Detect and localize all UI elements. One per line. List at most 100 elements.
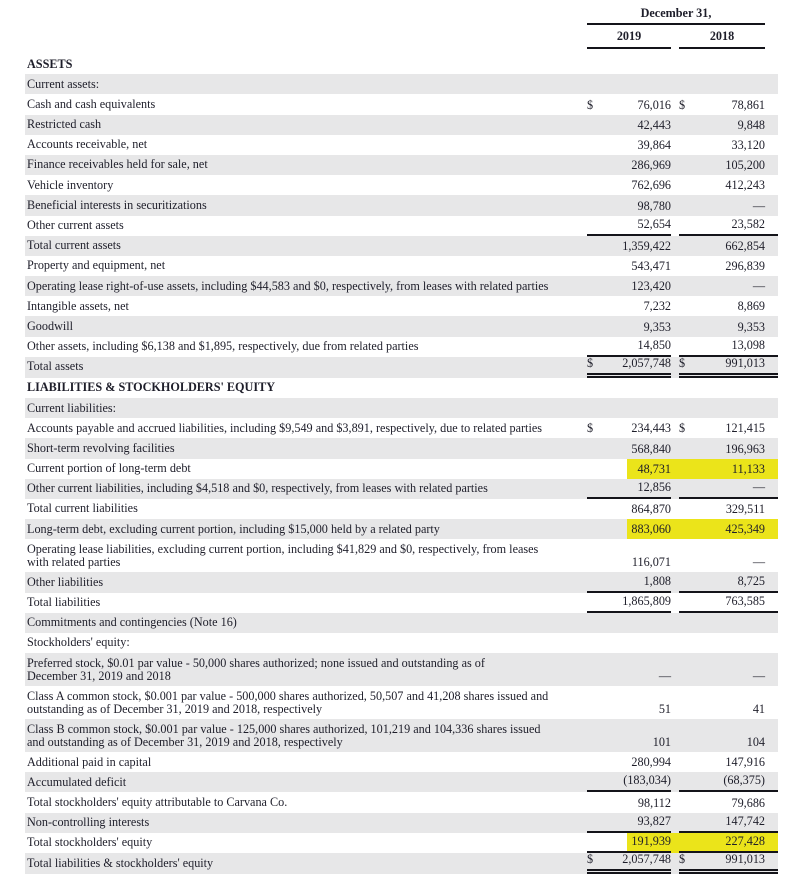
column-gap <box>671 499 679 519</box>
value-2019: 101 <box>652 735 671 750</box>
row-end-pad <box>765 378 778 398</box>
dollar-sign-2018 <box>679 752 693 772</box>
dollar-sign-2019 <box>587 519 601 539</box>
value-2018: — <box>693 479 765 499</box>
row-label: Accounts payable and accrued liabilities… <box>27 420 542 435</box>
column-gap <box>671 74 679 94</box>
dollar-sign-2019: $ <box>587 356 601 378</box>
row-end-pad <box>765 572 778 593</box>
value-2019: 39,864 <box>637 137 671 152</box>
dollar-sign-2019 <box>587 276 601 296</box>
row-end-pad <box>765 519 778 540</box>
value-2018: 9,848 <box>737 117 765 132</box>
dollar-sign-2019 <box>587 316 601 336</box>
column-gap <box>671 653 679 686</box>
value-2018: 41 <box>752 702 765 717</box>
dollar-sign-2018 <box>679 792 693 812</box>
dollar-sign-2019 <box>587 256 601 276</box>
dollar-sign-2019 <box>587 155 601 175</box>
column-gap <box>671 438 679 458</box>
table-row: Additional paid in capital 280,994 147,916 <box>25 752 778 772</box>
table-row: Short-term revolving facilities 568,840 19… <box>25 438 778 459</box>
dollar-sign-2018 <box>679 276 693 296</box>
value-2018: 78,861 <box>731 97 765 112</box>
table-row: Property and equipment, net 543,471 296,83… <box>25 256 778 276</box>
row-end-pad <box>765 613 778 633</box>
dollar-sign-2019 <box>587 572 601 593</box>
dollar-sign-2019 <box>587 378 601 398</box>
value-2019: 51 <box>658 702 671 717</box>
row-label: Finance receivables held for sale, net <box>27 157 208 172</box>
row-label: Long-term debt, excluding current portio… <box>27 521 440 536</box>
row-end-pad <box>765 316 778 336</box>
dollar-sign-2019 <box>587 653 601 686</box>
row-label: Vehicle inventory <box>27 177 114 192</box>
dollar-sign-2019 <box>587 236 601 256</box>
dollar-sign-2018 <box>679 296 693 316</box>
value-2019 <box>601 633 671 653</box>
table-row: Long-term debt, excluding current portio… <box>25 519 778 540</box>
table-row: Accumulated deficit (183,034) (68,375) <box>25 772 778 793</box>
dollar-sign-2018: $ <box>679 853 693 874</box>
value-2019: 98,780 <box>637 198 671 213</box>
dollar-sign-2018 <box>679 479 693 499</box>
value-2019: 883,060 <box>601 519 671 540</box>
row-end-pad <box>765 438 778 458</box>
value-2019: 762,696 <box>631 178 671 193</box>
dollar-sign-2019 <box>587 296 601 316</box>
dollar-sign-2018 <box>679 458 693 479</box>
row-end-pad <box>765 418 778 438</box>
value-2018 <box>693 613 765 633</box>
row-end-pad <box>765 195 778 215</box>
table-row: Current portion of long-term debt 48,731 1… <box>25 458 778 479</box>
dollar-sign-2019 <box>587 54 601 74</box>
table-row: Class A common stock, $0.001 par value -… <box>25 686 778 719</box>
row-end-pad <box>765 115 778 135</box>
table-row: Total stockholders' equity attributable … <box>25 792 778 812</box>
value-2018: 104 <box>746 735 765 750</box>
row-end-pad <box>765 74 778 94</box>
value-2019: (183,034) <box>601 772 671 793</box>
value-2019: 1,359,422 <box>622 238 671 253</box>
row-label: Other assets, including $6,138 and $1,89… <box>27 339 419 354</box>
table-row: Total stockholders' equity 191,939 227,428 <box>25 832 778 853</box>
value-2019: 14,850 <box>601 337 671 357</box>
dollar-sign-2018 <box>679 832 693 853</box>
value-2019: 2,057,748 <box>601 356 671 378</box>
table-row: Vehicle inventory 762,696 412,243 <box>25 175 778 195</box>
row-end-pad <box>765 135 778 155</box>
column-gap <box>671 195 679 215</box>
dollar-sign-2018: $ <box>679 356 693 378</box>
value-2018: — <box>752 279 765 294</box>
dollar-sign-2018 <box>679 54 693 74</box>
row-end-pad <box>765 458 778 479</box>
value-2018: 227,428 <box>693 832 765 853</box>
dollar-sign-2018 <box>679 499 693 519</box>
table-row: Beneficial interests in securitizations 9… <box>25 195 778 216</box>
row-label: Commitments and contingencies (Note 16) <box>27 615 237 630</box>
table-row: Current liabilities: <box>25 398 778 419</box>
row-label: Restricted cash <box>27 117 102 132</box>
table-row: Accounts receivable, net 39,864 33,120 <box>25 135 778 155</box>
row-end-pad <box>765 479 778 499</box>
value-2019: 42,443 <box>637 117 671 132</box>
value-2019: 1,808 <box>601 572 671 593</box>
value-2018: 105,200 <box>725 158 765 173</box>
dollar-sign-2019 <box>587 752 601 772</box>
table-body: ASSETS Current assets: Cash and cash equiv… <box>25 54 778 874</box>
column-gap <box>671 115 679 135</box>
table-row: Other current liabilities, including $4,… <box>25 478 778 499</box>
column-gap <box>671 54 679 74</box>
row-end-pad <box>765 398 778 418</box>
table-row: Non-controlling interests 93,827 147,742 <box>25 812 778 833</box>
column-gap <box>671 792 679 812</box>
row-label: Intangible assets, net <box>27 298 129 313</box>
dollar-sign-2018 <box>679 378 693 398</box>
value-2018 <box>693 633 765 653</box>
row-label: Class B common stock, $0.001 par value -… <box>27 721 541 750</box>
column-gap <box>671 772 679 792</box>
row-end-pad <box>765 499 778 519</box>
table-row: Accounts payable and accrued liabilities… <box>25 418 778 438</box>
value-2018: 79,686 <box>731 795 765 810</box>
column-gap <box>671 719 679 752</box>
